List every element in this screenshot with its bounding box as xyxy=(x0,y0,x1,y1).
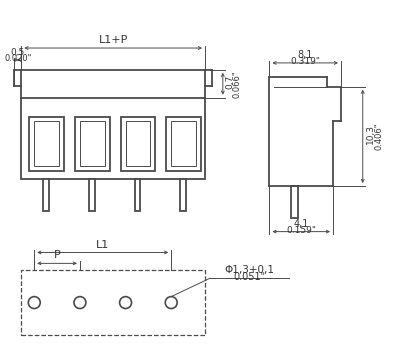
Text: 0.066": 0.066" xyxy=(232,70,241,98)
Text: 0.319": 0.319" xyxy=(290,58,320,66)
Bar xyxy=(89,179,95,211)
Text: 8,1: 8,1 xyxy=(298,50,313,60)
Text: L1+P: L1+P xyxy=(98,35,128,45)
Circle shape xyxy=(120,297,132,309)
Bar xyxy=(171,122,196,166)
Bar xyxy=(126,122,150,166)
Bar xyxy=(180,179,186,211)
Text: Φ1,3+0,1: Φ1,3+0,1 xyxy=(225,265,275,275)
Bar xyxy=(34,122,59,166)
Circle shape xyxy=(28,297,40,309)
Text: 4,1: 4,1 xyxy=(294,219,309,229)
Bar xyxy=(166,116,201,171)
Bar xyxy=(43,179,49,211)
Bar xyxy=(134,179,140,211)
Bar xyxy=(291,186,298,218)
Text: 0.406": 0.406" xyxy=(374,123,383,150)
Bar xyxy=(75,116,110,171)
Text: L1: L1 xyxy=(96,240,109,249)
Bar xyxy=(29,116,64,171)
Text: 10,3: 10,3 xyxy=(366,124,375,145)
Circle shape xyxy=(165,297,177,309)
Circle shape xyxy=(74,297,86,309)
Text: 0,5: 0,5 xyxy=(11,48,25,58)
Text: 0,7: 0,7 xyxy=(225,75,234,89)
Bar xyxy=(121,116,155,171)
Bar xyxy=(21,270,205,335)
Bar xyxy=(80,122,105,166)
Text: P: P xyxy=(54,250,60,260)
Text: 0.051": 0.051" xyxy=(234,272,266,282)
Text: 0.020": 0.020" xyxy=(4,55,32,63)
Bar xyxy=(21,70,205,179)
Text: 0.159": 0.159" xyxy=(286,226,316,235)
